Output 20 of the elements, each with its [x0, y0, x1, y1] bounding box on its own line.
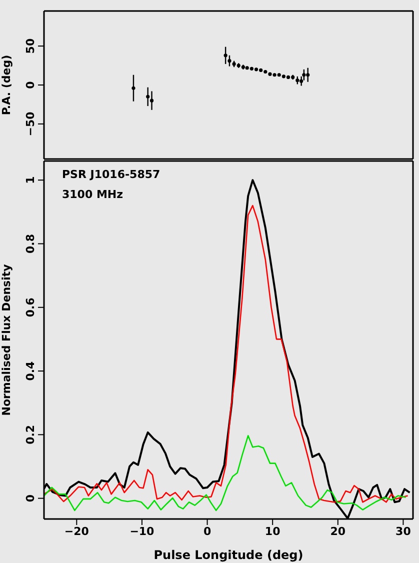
y-axis-title: Normalised Flux Density	[0, 264, 13, 416]
y-tick-label: 0.6	[24, 297, 37, 318]
x-tick-label: 30	[396, 524, 412, 538]
y-tick-label: 0.2	[24, 424, 37, 444]
x-tick-label: 20	[330, 524, 346, 538]
annotation: 3100 MHz	[62, 188, 123, 201]
y-tick-label: 50	[24, 38, 37, 54]
x-tick-label: 0	[203, 524, 212, 538]
y-axis-title: P.A. (deg)	[0, 54, 13, 116]
y-tick-label: −50	[24, 111, 37, 136]
y-tick-label: 0.4	[24, 360, 37, 381]
y-tick-label: 0.8	[24, 234, 37, 254]
y-tick-label: 0	[24, 494, 37, 502]
x-axis-title: Pulse Longitude (deg)	[154, 548, 304, 562]
x-tick-label: −20	[64, 524, 90, 538]
x-tick-label: −10	[130, 524, 155, 538]
x-tick-label: 10	[264, 524, 281, 538]
y-tick-label: 1	[24, 176, 37, 184]
y-tick-label: 0	[24, 80, 37, 89]
annotation: PSR J1016-5857	[62, 168, 160, 181]
